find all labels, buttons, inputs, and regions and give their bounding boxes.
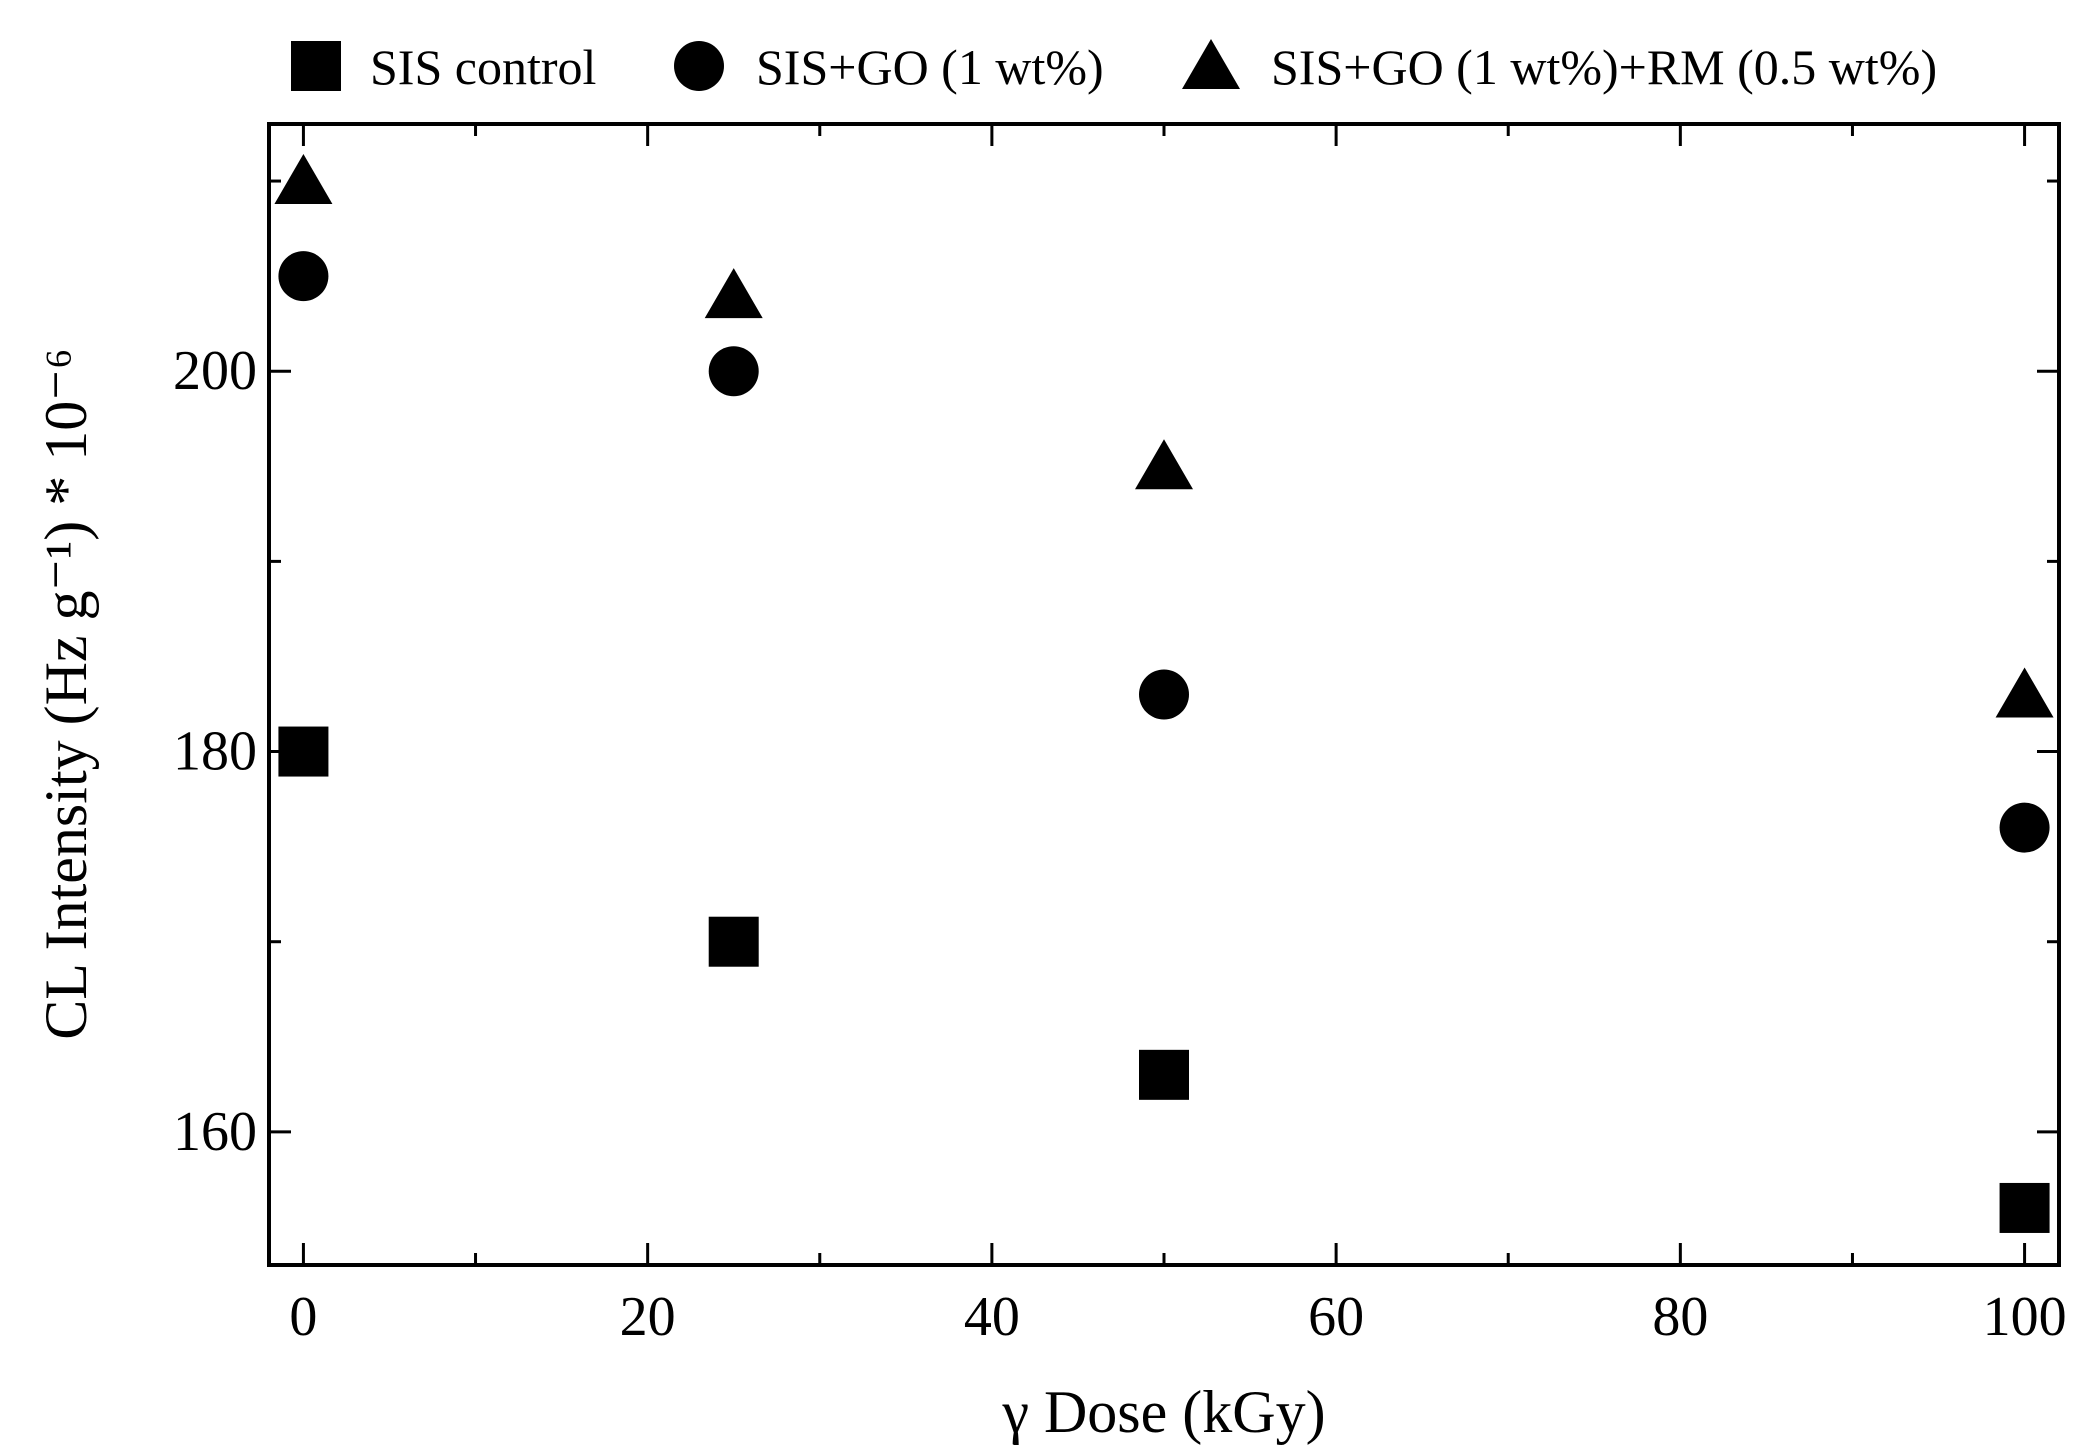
x-tick-label: 60 [1308,1286,1364,1348]
data-point-square [708,916,759,967]
x-tick-label: 40 [964,1286,1020,1348]
legend: SIS control SIS+GO (1 wt%) SIS+GO (1 wt%)+… [291,39,1937,95]
x-axis-title: γ Dose (kGy) [1001,1379,1325,1445]
data-point-square [1999,1182,2050,1233]
y-tick-label: 160 [173,1101,257,1163]
legend-marker-circle [674,41,724,91]
x-tick-label: 100 [1983,1286,2067,1348]
x-tick-label: 20 [620,1286,676,1348]
data-point-square [278,726,329,777]
data-point-triangle [1135,439,1193,490]
data-points [274,154,2054,1233]
legend-label: SIS+GO (1 wt%)+RM (0.5 wt%) [1271,39,1937,95]
data-point-triangle [274,154,333,205]
tick-labels: 0 20 40 60 80 100 160 180 200 [173,340,2067,1348]
data-point-triangle [1995,667,2054,718]
x-tick-label: 80 [1652,1286,1708,1348]
y-tick-label: 180 [173,721,257,783]
legend-label: SIS control [370,39,596,95]
data-point-circle [708,346,759,397]
data-point-triangle [704,268,763,319]
legend-marker-square [291,41,341,91]
y-tick-label: 200 [173,340,257,402]
data-point-square [1139,1049,1189,1100]
data-point-circle [1139,669,1189,720]
legend-label: SIS+GO (1 wt%) [756,39,1104,95]
data-point-circle [1999,802,2050,853]
data-point-circle [278,251,329,302]
legend-marker-triangle [1182,39,1240,89]
y-axis-title: CL Intensity (Hz g⁻¹) * 10⁻⁶ [33,348,99,1040]
x-tick-label: 0 [289,1286,317,1348]
plot-area-frame [267,122,2061,1267]
